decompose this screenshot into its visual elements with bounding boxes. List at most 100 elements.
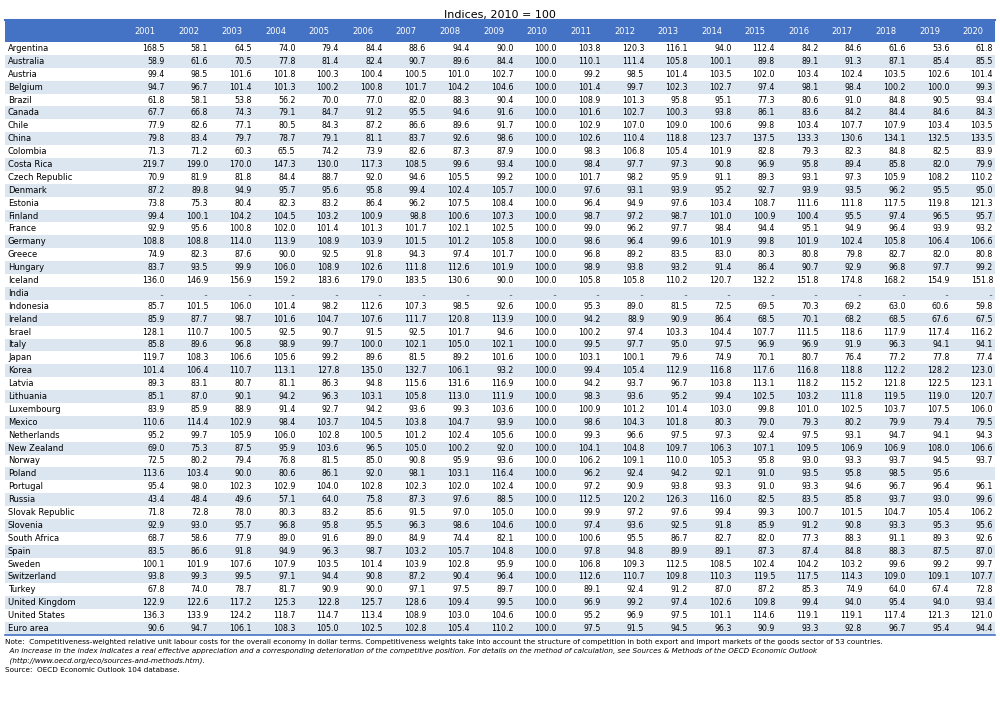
Text: 99.0: 99.0 (583, 225, 601, 233)
Text: 108.5: 108.5 (404, 160, 426, 169)
Text: 64.0: 64.0 (888, 585, 906, 595)
Text: 95.2: 95.2 (714, 186, 731, 194)
Text: 100.0: 100.0 (534, 418, 557, 427)
Text: 95.6: 95.6 (976, 521, 993, 530)
Text: 101.9: 101.9 (186, 559, 208, 569)
Text: Latvia: Latvia (8, 379, 34, 388)
Text: Luxembourg: Luxembourg (8, 405, 61, 414)
Text: 2003: 2003 (221, 27, 243, 35)
Text: 103.2: 103.2 (404, 546, 426, 556)
Text: 95.4: 95.4 (888, 598, 906, 607)
Text: 90.1: 90.1 (234, 392, 252, 401)
Text: 101.9: 101.9 (709, 147, 731, 156)
Text: 83.5: 83.5 (801, 495, 819, 504)
Text: 118.8: 118.8 (840, 366, 862, 375)
Text: 89.4: 89.4 (845, 160, 862, 169)
Text: 94.4: 94.4 (976, 624, 993, 633)
Text: 85.4: 85.4 (932, 57, 949, 66)
Text: 70.0: 70.0 (322, 96, 339, 104)
Text: 81.7: 81.7 (278, 585, 295, 595)
Text: 116.8: 116.8 (796, 366, 819, 375)
Text: 101.6: 101.6 (491, 354, 513, 362)
Text: 95.7: 95.7 (278, 186, 295, 194)
Bar (5, 480, 995, 493)
Text: 106.3: 106.3 (709, 444, 731, 453)
Text: 74.0: 74.0 (278, 44, 295, 53)
Text: 97.2: 97.2 (627, 212, 644, 220)
Text: 93.0: 93.0 (801, 456, 819, 465)
Text: ..: .. (683, 289, 688, 298)
Text: 113.9: 113.9 (273, 238, 295, 246)
Text: 106.0: 106.0 (273, 431, 295, 440)
Text: 97.6: 97.6 (583, 186, 601, 194)
Text: 101.7: 101.7 (404, 225, 426, 233)
Text: 100.1: 100.1 (709, 57, 731, 66)
Text: 82.5: 82.5 (932, 147, 949, 156)
Text: 79.7: 79.7 (234, 134, 252, 143)
Text: 2016: 2016 (788, 27, 809, 35)
Text: 67.4: 67.4 (932, 585, 949, 595)
Text: 100.5: 100.5 (229, 328, 252, 336)
Text: 100.0: 100.0 (534, 624, 557, 633)
Text: 91.6: 91.6 (322, 534, 339, 543)
Text: 71.3: 71.3 (147, 147, 165, 156)
Text: 82.7: 82.7 (888, 251, 906, 259)
Text: 83.7: 83.7 (409, 134, 426, 143)
Text: 103.9: 103.9 (404, 559, 426, 569)
Text: 77.3: 77.3 (758, 96, 775, 104)
Text: 58.1: 58.1 (191, 96, 208, 104)
Bar (5, 609, 995, 622)
Text: 174.8: 174.8 (840, 276, 862, 285)
Text: 2005: 2005 (309, 27, 330, 35)
Text: 74.2: 74.2 (322, 147, 339, 156)
Text: 108.9: 108.9 (404, 611, 426, 620)
Text: 99.9: 99.9 (235, 263, 252, 272)
Text: 101.7: 101.7 (491, 251, 513, 259)
Text: 80.6: 80.6 (801, 96, 819, 104)
Text: 105.4: 105.4 (447, 624, 470, 633)
Text: 69.5: 69.5 (758, 302, 775, 311)
Text: 86.3: 86.3 (322, 379, 339, 388)
Text: 116.1: 116.1 (665, 44, 688, 53)
Text: 88.3: 88.3 (453, 96, 470, 104)
Text: 100.0: 100.0 (534, 173, 557, 182)
Text: 87.3: 87.3 (452, 147, 470, 156)
Text: 110.7: 110.7 (229, 366, 252, 375)
Text: 100.0: 100.0 (534, 521, 557, 530)
Text: 95.1: 95.1 (714, 96, 731, 104)
Text: 94.7: 94.7 (191, 624, 208, 633)
Text: 106.9: 106.9 (883, 444, 906, 453)
Text: 82.4: 82.4 (365, 57, 383, 66)
Text: 128.1: 128.1 (142, 328, 165, 336)
Text: 104.0: 104.0 (316, 482, 339, 491)
Text: 98.5: 98.5 (453, 302, 470, 311)
Bar (5, 532, 995, 545)
Text: 90.9: 90.9 (671, 315, 688, 324)
Text: ..: .. (378, 289, 383, 298)
Text: 103.4: 103.4 (186, 469, 208, 478)
Text: 117.2: 117.2 (229, 598, 252, 607)
Text: 96.1: 96.1 (976, 482, 993, 491)
Text: 97.4: 97.4 (888, 212, 906, 220)
Text: 102.8: 102.8 (360, 482, 383, 491)
Text: 107.5: 107.5 (927, 405, 949, 414)
Text: 105.8: 105.8 (578, 276, 601, 285)
Bar (5, 364, 995, 377)
Text: 93.3: 93.3 (888, 521, 906, 530)
Text: ..: .. (814, 289, 819, 298)
Text: 99.9: 99.9 (583, 508, 601, 517)
Text: 89.0: 89.0 (278, 534, 295, 543)
Text: 94.6: 94.6 (409, 173, 426, 182)
Text: 110.2: 110.2 (665, 276, 688, 285)
Text: 108.7: 108.7 (753, 199, 775, 207)
Text: 98.8: 98.8 (409, 212, 426, 220)
Text: 93.1: 93.1 (627, 186, 644, 194)
Text: 89.2: 89.2 (453, 354, 470, 362)
Text: 94.2: 94.2 (365, 405, 383, 414)
Text: 88.5: 88.5 (496, 495, 513, 504)
Bar (5, 300, 995, 312)
Text: 179.0: 179.0 (360, 276, 383, 285)
Text: 111.5: 111.5 (796, 328, 819, 336)
Text: 132.2: 132.2 (753, 276, 775, 285)
Text: 100.0: 100.0 (534, 379, 557, 388)
